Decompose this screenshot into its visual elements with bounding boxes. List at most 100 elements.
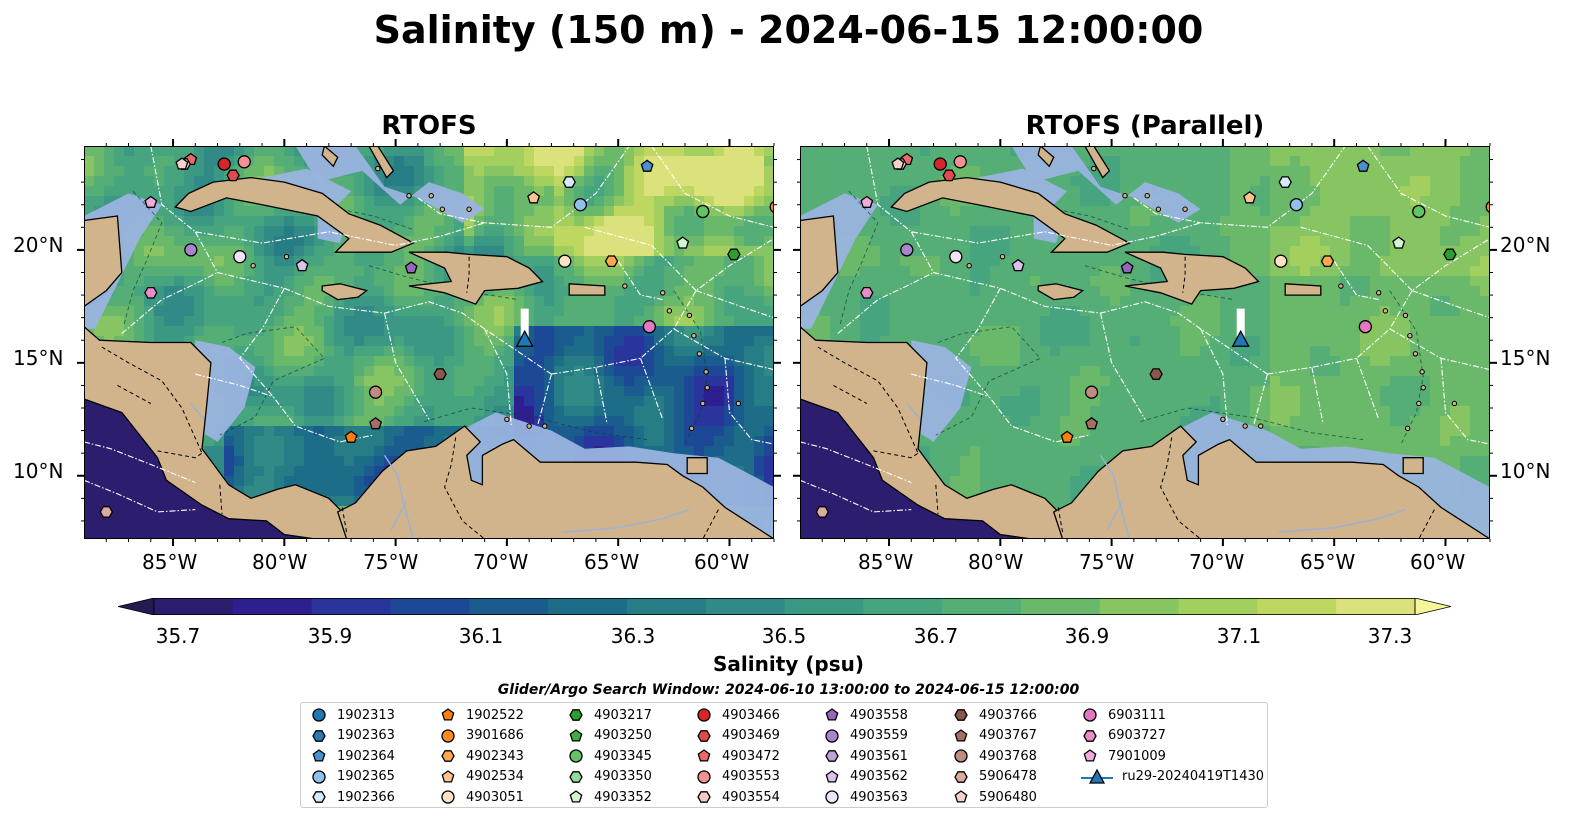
argo-float-4903559[interactable] — [900, 243, 914, 257]
argo-float-4903469[interactable] — [226, 169, 240, 182]
pentagon-legend-marker[interactable] — [825, 708, 839, 721]
glider-marker[interactable] — [1231, 329, 1250, 347]
legend-item: 4903766 — [951, 705, 1037, 725]
argo-float-4902343[interactable] — [604, 255, 619, 268]
argo-float-6903727[interactable] — [144, 286, 158, 299]
argo-float-4903558[interactable] — [1120, 261, 1134, 274]
argo-float-4903553[interactable] — [953, 155, 967, 169]
argo-float-4903051[interactable] — [558, 254, 572, 268]
circle-legend-marker[interactable] — [441, 790, 455, 804]
argo-float-4903768[interactable] — [1084, 385, 1099, 399]
argo-float-1902366[interactable] — [1278, 176, 1292, 188]
legend-label: 1902313 — [337, 707, 395, 723]
argo-float-4903217[interactable] — [727, 248, 741, 261]
argo-float-4903466[interactable] — [933, 157, 947, 171]
argo-float-4903766[interactable] — [433, 368, 447, 380]
circle-legend-marker[interactable] — [954, 749, 968, 763]
hexagon-legend-marker[interactable] — [569, 770, 583, 783]
pentagon-marker-icon — [441, 769, 455, 783]
argo-float-4903563[interactable] — [949, 250, 963, 264]
argo-float-4903766[interactable] — [1149, 368, 1163, 380]
argo-float-4903563[interactable] — [233, 250, 247, 264]
pentagon-legend-marker[interactable] — [954, 728, 968, 742]
argo-float-4903217[interactable] — [1443, 248, 1457, 261]
argo-float-4903562[interactable] — [295, 258, 309, 272]
circle-legend-marker[interactable] — [441, 728, 455, 743]
hexagon-legend-marker[interactable] — [569, 709, 583, 721]
circle-legend-marker[interactable] — [825, 728, 839, 743]
circle-legend-marker[interactable] — [1083, 708, 1097, 722]
argo-float-4903768[interactable] — [368, 385, 383, 399]
hexagon-legend-marker[interactable] — [954, 770, 968, 783]
argo-float-4903345[interactable] — [1412, 204, 1426, 219]
argo-float-1902365[interactable] — [573, 198, 588, 212]
pentagon-legend-marker[interactable] — [825, 769, 839, 783]
argo-float-5906480[interactable] — [891, 157, 905, 170]
argo-float-5906478[interactable] — [99, 506, 114, 518]
argo-float-7901009[interactable] — [860, 195, 874, 208]
island — [1242, 423, 1248, 429]
circle-legend-marker[interactable] — [825, 790, 839, 804]
pentagon-legend-marker[interactable] — [441, 708, 455, 721]
argo-float-4903352[interactable] — [676, 236, 690, 249]
pentagon-legend-marker[interactable] — [1083, 749, 1097, 762]
map-panel-rtofs[interactable] — [84, 146, 774, 539]
argo-float-1902522[interactable] — [1060, 430, 1074, 443]
legend-label: 4903352 — [594, 789, 652, 805]
argo-float-4902534[interactable] — [527, 191, 541, 204]
map-panel-rtofs-parallel[interactable] — [800, 146, 1490, 539]
colorbar-segment — [469, 598, 549, 615]
argo-float-4903562[interactable] — [1011, 258, 1025, 272]
circle-legend-marker[interactable] — [697, 708, 711, 722]
argo-float-4903559[interactable] — [184, 243, 198, 257]
argo-float-6903727[interactable] — [860, 286, 874, 299]
argo-float-1902364[interactable] — [640, 159, 654, 172]
argo-float-4902534[interactable] — [1243, 191, 1257, 204]
argo-float-5906480[interactable] — [175, 157, 189, 170]
argo-float-4903553[interactable] — [237, 155, 251, 169]
argo-float-4903345[interactable] — [696, 204, 710, 219]
argo-float-1902365[interactable] — [1289, 198, 1304, 212]
circle-legend-marker[interactable] — [312, 708, 326, 722]
land-cuba — [174, 176, 415, 253]
argo-float-4903469[interactable] — [942, 169, 956, 182]
pentagon-legend-marker[interactable] — [954, 790, 968, 803]
hexagon-legend-marker[interactable] — [312, 729, 326, 742]
pentagon-legend-marker[interactable] — [441, 769, 455, 783]
pentagon-legend-marker[interactable] — [569, 728, 583, 742]
argo-float-5906478[interactable] — [815, 506, 830, 518]
hexagon-legend-marker[interactable] — [441, 750, 455, 762]
glider-legend-marker[interactable] — [1088, 768, 1106, 784]
circle-legend-marker[interactable] — [569, 749, 583, 763]
hexagon-legend-marker[interactable] — [954, 709, 968, 721]
circle-legend-marker[interactable] — [697, 769, 711, 784]
argo-float-7901009[interactable] — [144, 195, 158, 208]
argo-float-4902343[interactable] — [1320, 255, 1335, 268]
argo-float-4903352[interactable] — [1392, 236, 1406, 249]
argo-float-4903466[interactable] — [217, 157, 231, 171]
argo-float-1902364[interactable] — [1356, 159, 1370, 172]
land-southAmerica — [336, 425, 774, 539]
glider-marker[interactable] — [515, 329, 534, 347]
hexagon-legend-marker[interactable] — [697, 791, 711, 803]
hexagon-legend-marker[interactable] — [825, 750, 839, 762]
argo-float-1902522[interactable] — [344, 430, 358, 443]
argo-float-4903051[interactable] — [1274, 254, 1288, 268]
argo-float-1902366[interactable] — [562, 176, 576, 188]
hexagon-legend-marker[interactable] — [697, 729, 711, 742]
pentagon-legend-marker[interactable] — [312, 749, 326, 762]
colorbar-tick-label: 35.9 — [307, 624, 353, 648]
argo-float-4903767[interactable] — [1085, 416, 1099, 430]
island — [704, 384, 710, 391]
circle-legend-marker[interactable] — [312, 769, 326, 784]
hexagon-legend-marker[interactable] — [1083, 729, 1097, 742]
argo-float-6903111[interactable] — [642, 320, 657, 334]
pentagon-legend-marker[interactable] — [569, 790, 583, 803]
argo-float-4903767[interactable] — [369, 416, 383, 430]
land-bahamas2 — [368, 146, 395, 179]
argo-float-4903558[interactable] — [404, 261, 418, 274]
hexagon-legend-marker[interactable] — [312, 791, 326, 803]
argo-float-6903111[interactable] — [1358, 320, 1373, 334]
pentagon-legend-marker[interactable] — [697, 749, 711, 762]
lon-tick-label: 85°W — [142, 550, 198, 574]
